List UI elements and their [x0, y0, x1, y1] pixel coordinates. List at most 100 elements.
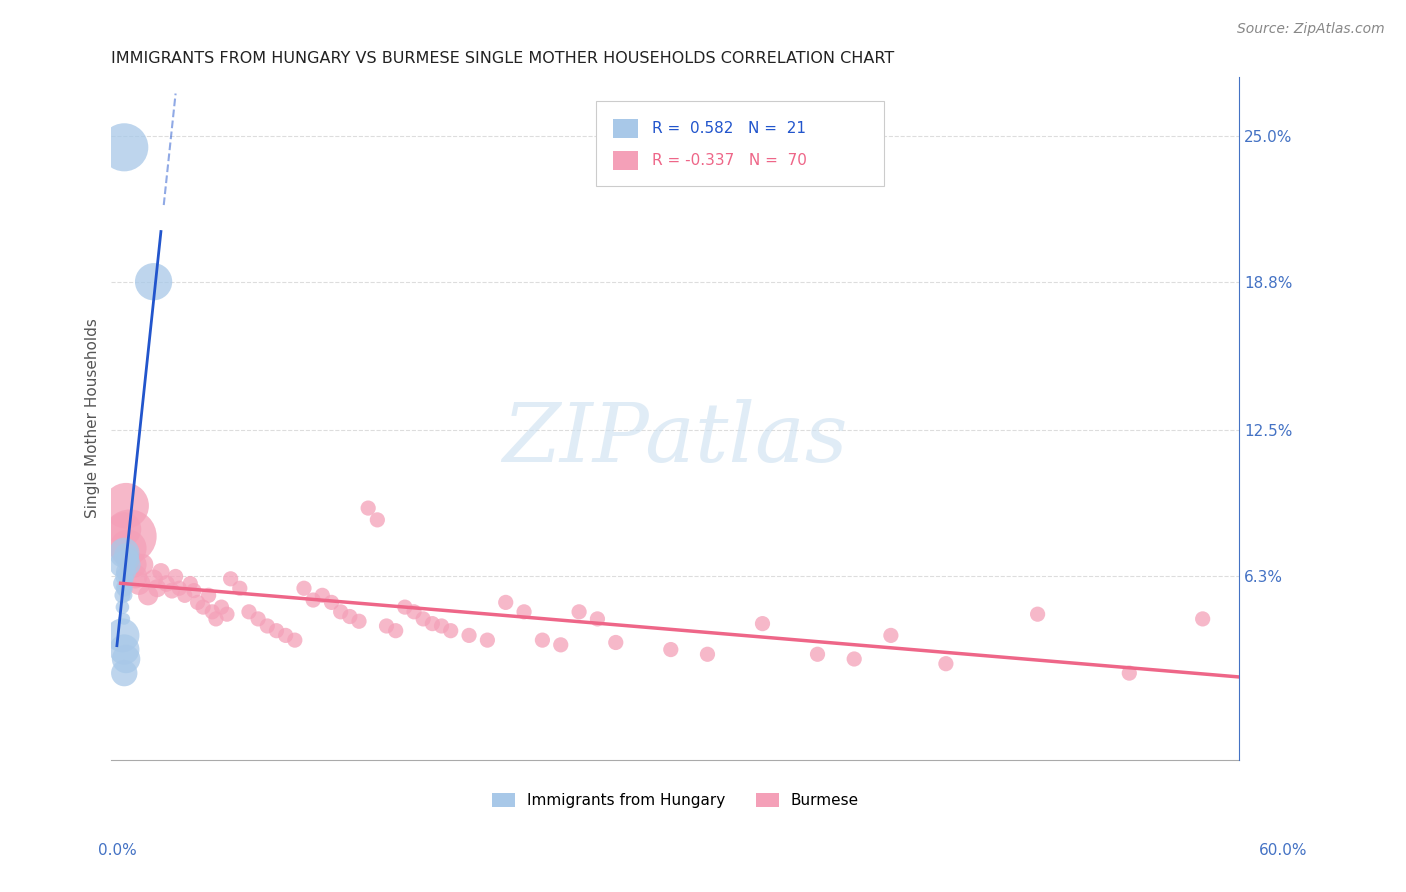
Point — [384, 624, 406, 638]
Point — [149, 565, 172, 579]
Point — [1118, 666, 1140, 681]
Point — [422, 616, 444, 631]
Y-axis label: Single Mother Households: Single Mother Households — [86, 318, 100, 518]
Point — [1026, 607, 1049, 622]
Point — [179, 576, 201, 591]
Point — [173, 588, 195, 602]
Point — [605, 635, 627, 649]
Point — [366, 513, 388, 527]
Point — [112, 581, 135, 595]
Point — [112, 612, 135, 626]
Point — [806, 647, 828, 661]
Point — [115, 588, 138, 602]
Point — [402, 605, 425, 619]
Point — [169, 581, 191, 595]
Point — [112, 642, 135, 657]
Point — [412, 612, 434, 626]
Point — [112, 569, 135, 583]
Point — [117, 553, 139, 567]
Point — [292, 581, 315, 595]
Point — [197, 588, 219, 602]
Point — [375, 619, 398, 633]
Text: ZIPatlas: ZIPatlas — [502, 399, 848, 479]
Point — [205, 612, 228, 626]
Point — [550, 638, 572, 652]
Point — [183, 583, 205, 598]
Point — [128, 576, 150, 591]
Point — [142, 572, 165, 586]
Point — [111, 628, 134, 642]
Text: R =  0.582   N =  21: R = 0.582 N = 21 — [652, 121, 806, 136]
Point — [165, 569, 187, 583]
Text: Source: ZipAtlas.com: Source: ZipAtlas.com — [1237, 22, 1385, 37]
Point — [187, 595, 209, 609]
Text: 60.0%: 60.0% — [1260, 843, 1308, 858]
Point — [136, 588, 159, 602]
Point — [118, 529, 141, 543]
Point — [112, 140, 135, 154]
Point — [256, 619, 278, 633]
Legend: Immigrants from Hungary, Burmese: Immigrants from Hungary, Burmese — [485, 787, 865, 814]
Point — [495, 595, 517, 609]
Point — [844, 652, 866, 666]
Point — [124, 569, 146, 583]
Point — [284, 633, 307, 648]
Point — [191, 600, 214, 615]
Point — [115, 652, 138, 666]
Point — [118, 558, 141, 572]
Point — [146, 581, 169, 595]
Point — [131, 558, 153, 572]
Bar — [613, 119, 638, 138]
Point — [659, 642, 682, 657]
Point — [880, 628, 903, 642]
Point — [112, 666, 135, 681]
Point — [477, 633, 499, 648]
Point — [112, 546, 135, 560]
Point — [155, 576, 177, 591]
Point — [321, 595, 343, 609]
Point — [274, 628, 297, 642]
Point — [586, 612, 609, 626]
Point — [247, 612, 270, 626]
Point — [430, 619, 453, 633]
Point — [329, 605, 352, 619]
Point — [111, 576, 134, 591]
Point — [1191, 612, 1213, 626]
Point — [122, 558, 145, 572]
Point — [111, 558, 134, 572]
Point — [111, 600, 134, 615]
Point — [440, 624, 463, 638]
Point — [347, 614, 370, 628]
Point — [115, 565, 138, 579]
Point — [211, 600, 233, 615]
Point — [311, 588, 333, 602]
Bar — [613, 151, 638, 170]
Point — [696, 647, 718, 661]
Point — [229, 581, 252, 595]
Point — [215, 607, 238, 622]
Point — [142, 275, 165, 289]
Point — [513, 605, 536, 619]
Point — [531, 633, 554, 648]
Point — [219, 572, 242, 586]
Point — [266, 624, 288, 638]
Point — [935, 657, 957, 671]
Point — [568, 605, 591, 619]
Point — [160, 583, 183, 598]
Point — [112, 522, 135, 536]
Text: 0.0%: 0.0% — [98, 843, 138, 858]
Point — [115, 548, 138, 562]
Text: R = -0.337   N =  70: R = -0.337 N = 70 — [652, 153, 807, 169]
Point — [458, 628, 481, 642]
Point — [238, 605, 260, 619]
Point — [357, 501, 380, 516]
Point — [302, 593, 325, 607]
Text: IMMIGRANTS FROM HUNGARY VS BURMESE SINGLE MOTHER HOUSEHOLDS CORRELATION CHART: IMMIGRANTS FROM HUNGARY VS BURMESE SINGL… — [111, 51, 894, 66]
Point — [117, 541, 139, 556]
Point — [115, 499, 138, 513]
Point — [394, 600, 416, 615]
Point — [115, 572, 138, 586]
FancyBboxPatch shape — [596, 101, 884, 186]
Point — [112, 581, 135, 595]
Point — [339, 609, 361, 624]
